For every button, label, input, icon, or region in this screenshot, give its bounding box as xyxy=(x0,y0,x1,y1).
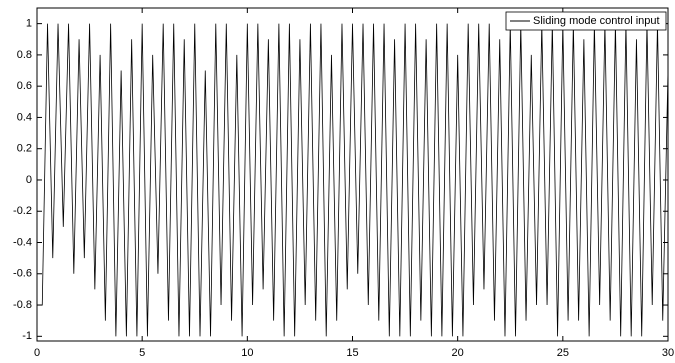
y-tick-label: -0.8 xyxy=(13,299,32,311)
y-tick-label: -1 xyxy=(22,330,32,342)
x-tick-label: 25 xyxy=(557,347,569,359)
legend-label: Sliding mode control input xyxy=(533,15,660,27)
legend-box xyxy=(505,11,667,31)
y-tick-label: 0.2 xyxy=(17,143,32,155)
x-tick-label: 30 xyxy=(662,347,674,359)
y-tick-label: 0.4 xyxy=(17,111,32,123)
x-tick-label: 10 xyxy=(241,347,253,359)
y-tick-label: 0 xyxy=(26,174,32,186)
x-tick-label: 5 xyxy=(139,347,145,359)
y-tick-label: -0.6 xyxy=(13,268,32,280)
x-tick-label: 15 xyxy=(346,347,358,359)
y-tick-label: 1 xyxy=(26,18,32,30)
y-tick-label: -0.4 xyxy=(13,236,32,248)
y-tick-label: 0.6 xyxy=(17,80,32,92)
y-tick-label: 0.8 xyxy=(17,49,32,61)
x-tick-label: 20 xyxy=(452,347,464,359)
x-tick-label: 0 xyxy=(34,347,40,359)
plot-frame xyxy=(36,7,669,342)
y-tick-label: -0.2 xyxy=(13,205,32,217)
